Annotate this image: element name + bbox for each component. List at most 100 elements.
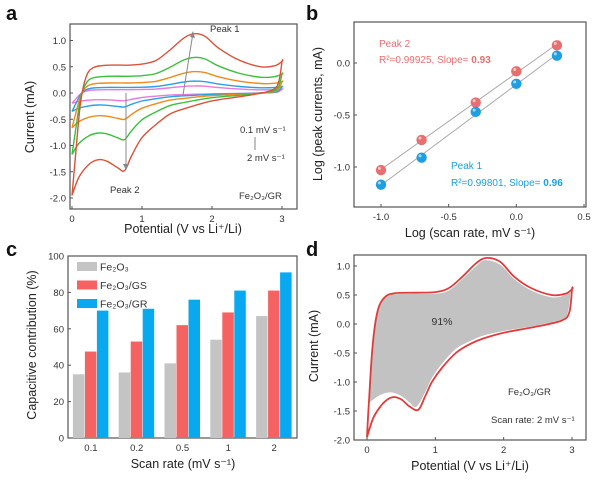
panel-b-x-tick-label: 0.5 <box>577 212 590 223</box>
panel-a-x-tick-label: 2 <box>209 214 214 225</box>
data-point-highlight <box>377 166 381 170</box>
legend-label-1: Fe₂O₃/GS <box>100 280 147 292</box>
panel-c-y-tick-label: 40 <box>53 361 64 372</box>
rate-from-label: 0.1 mV s⁻¹ <box>240 125 286 136</box>
bar-feogr-0.1 <box>96 310 109 438</box>
sample-label: Fe₂O₃/GR <box>239 191 282 202</box>
panel-d-y-tick-label: -1.0 <box>334 378 350 389</box>
panel-b-x-tick-label: -0.5 <box>440 212 456 223</box>
data-point-peak-1 <box>551 50 563 61</box>
panel-d-x-axis-label: Potential (V vs Li⁺/Li) <box>411 459 529 473</box>
rate-to-label: 2 mV s⁻¹ <box>247 153 285 164</box>
data-point-highlight <box>553 42 557 46</box>
panel-c-x-tick-label: 1 <box>226 443 231 454</box>
panel-a-cv-curve-3 <box>71 56 284 155</box>
panel-a-x-tick-label: 3 <box>279 214 284 225</box>
data-point-highlight <box>513 80 517 84</box>
panel-d-plot-frame <box>353 254 587 441</box>
panel-d-y-tick-label: -0.5 <box>334 349 350 360</box>
panel-a-x-tick-label: 0 <box>69 214 74 225</box>
total-cv-curve <box>366 256 574 438</box>
peak2-legend-title: Peak 2 <box>379 39 411 50</box>
bar-feogs-0.1 <box>84 351 97 438</box>
data-point-highlight <box>513 68 517 72</box>
fit-line-peak-1 <box>380 53 558 186</box>
sample-label-d: Fe₂O₃/GR <box>508 387 551 398</box>
legend-label-2: Fe₂O₃/GR <box>100 299 148 311</box>
data-point-peak-1 <box>511 78 522 90</box>
data-point-highlight <box>418 154 422 158</box>
panel-b-y-tick-label: 0.0 <box>337 59 350 70</box>
bar-feo-0.2 <box>118 372 131 438</box>
peak2-fit-stats: R²=0.99925, Slope= 0.93 <box>379 55 491 66</box>
panel-b-y-tick-label: -1.0 <box>334 163 350 174</box>
bar-feogr-0.2 <box>142 308 155 438</box>
peak1-slope-value: 0.96 <box>543 178 563 189</box>
panel-b-log-plot: 0.0 -0.5 -1.0 -1.0 -0.5 0.0 0.5 Peak 2 R²=0.9992… <box>311 21 591 240</box>
scan-rate-label: Scan rate: 2 mV s⁻¹ <box>491 415 575 426</box>
panel-c-x-tick-label: 0.5 <box>176 443 189 454</box>
panel-c-x-tick-label: 0.2 <box>130 443 143 454</box>
peak1-label: Peak 1 <box>210 24 240 35</box>
legend-swatch-0 <box>77 262 97 271</box>
peak1-arrowhead <box>190 31 195 38</box>
panel-c-x-tick-label: 2 <box>271 443 276 454</box>
bar-feogs-1 <box>222 312 234 438</box>
data-point-peak-2 <box>511 66 522 77</box>
panel-d-y-tick-label: 0.0 <box>337 320 350 331</box>
panel-c-bar-chart: 0 20 40 60 80 100 0.1 0.2 0.5 1 2 Fe₂O₃ Fe₂O₃/GS Fe₂O… <box>25 252 298 471</box>
data-point-highlight <box>472 108 476 112</box>
panel-c-y-tick-label: 80 <box>53 288 64 299</box>
data-point-highlight <box>377 181 381 185</box>
panel-c-y-tick-label: 0 <box>59 434 64 445</box>
panel-c-x-tick-label: 0.1 <box>84 443 97 454</box>
peak1-arrow <box>182 32 194 96</box>
peak2-slope-value: 0.93 <box>471 55 491 66</box>
data-point-peak-1 <box>375 179 387 190</box>
peak1-legend-title: Peak 1 <box>451 161 483 172</box>
data-point-peak-2 <box>470 97 481 108</box>
fit-line-peak-2 <box>380 43 558 170</box>
peak2-arrowhead <box>123 164 129 170</box>
panel-a-x-tick-label: 1 <box>139 214 144 225</box>
panel-b-y-axis-label: Log (peak currents, mA) <box>311 47 325 181</box>
panel-a-cv-curves: 1.0 0.5 0.0 -0.5 -1.0 -1.5 -2.00 1 2 3 Peak 1 Peak … <box>23 23 298 236</box>
panel-label-d: d <box>306 239 318 261</box>
capacitive-percent-label: 91% <box>431 316 452 328</box>
panel-d-y-tick-label: 1.0 <box>337 262 350 273</box>
panel-label-c: c <box>6 239 17 261</box>
legend-label-0: Fe₂O₃ <box>100 262 129 274</box>
peak1-r2-text: R²=0.99801, Slope= <box>451 178 543 189</box>
panel-label-a: a <box>6 3 18 25</box>
panel-a-cv-curve-4 <box>71 32 284 196</box>
bar-feogr-2 <box>280 272 292 438</box>
bar-feogr-0.5 <box>188 299 200 438</box>
panel-b-y-tick-label: -0.5 <box>334 111 350 122</box>
data-point-highlight <box>472 99 476 103</box>
panel-a-y-tick-label: -1.0 <box>50 141 66 152</box>
panel-c-x-axis-label: Scan rate (mV s⁻¹) <box>131 457 236 471</box>
panel-b-x-tick-label: -1.0 <box>373 212 389 223</box>
bar-feo-1 <box>210 339 222 438</box>
panel-a-x-axis-label: Potential (V vs Li⁺/Li) <box>124 222 242 236</box>
data-point-peak-2 <box>375 164 387 176</box>
panel-c-y-tick-label: 20 <box>53 397 64 408</box>
panel-d-x-tick-label: 0 <box>364 445 369 456</box>
panel-a-y-tick-label: 1.0 <box>53 36 66 47</box>
panel-a-plot-frame <box>69 23 298 210</box>
bar-feogs-2 <box>268 290 280 438</box>
peak2-label: Peak 2 <box>110 185 140 196</box>
panel-label-b: b <box>306 3 318 25</box>
panel-a-cv-curve-1 <box>71 80 284 113</box>
capacitive-area <box>369 260 572 408</box>
panel-a-cv-curve-2 <box>71 70 284 129</box>
panel-a-y-tick-label: -0.5 <box>50 115 66 126</box>
panel-c-y-tick-label: 60 <box>53 324 64 335</box>
panel-d-y-axis-label: Current (mA) <box>307 310 321 382</box>
panel-d-y-tick-label: 0.5 <box>337 291 350 302</box>
panel-b-x-axis-label: Log (scan rate, mV s⁻¹) <box>405 226 535 240</box>
bar-feogs-0.2 <box>130 341 143 438</box>
data-point-peak-2 <box>416 134 427 146</box>
data-point-peak-1 <box>416 152 427 163</box>
